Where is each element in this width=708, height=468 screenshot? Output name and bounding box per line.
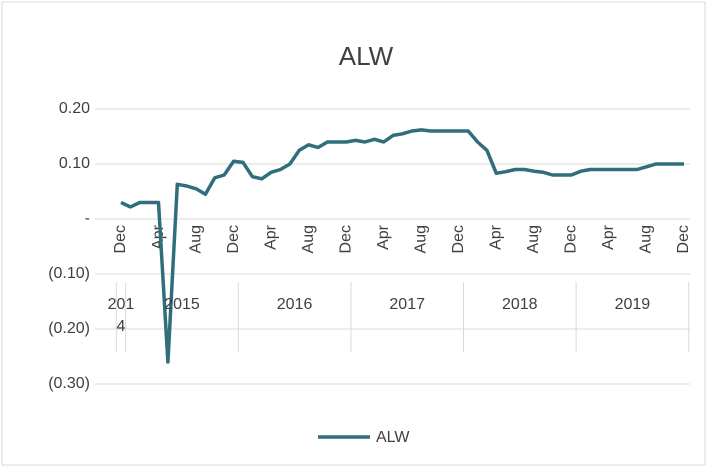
- year-label: 2018: [501, 296, 538, 313]
- legend-label: ALW: [376, 429, 410, 446]
- y-tick-label: -: [85, 210, 90, 227]
- y-tick-label: 0.10: [59, 155, 90, 172]
- x-tick-label: Apr: [262, 224, 279, 250]
- y-tick-label: (0.30): [48, 375, 90, 392]
- x-tick-label: Aug: [412, 225, 429, 253]
- year-label: 2017: [389, 296, 425, 313]
- x-tick-label: Dec: [450, 225, 467, 253]
- x-tick-label: Apr: [375, 224, 392, 250]
- data-line: [120, 128, 684, 364]
- year-label: 2014: [107, 296, 135, 335]
- x-tick-label: Aug: [638, 225, 655, 253]
- year-label: 2015: [164, 296, 200, 313]
- x-tick-label: Dec: [563, 225, 580, 253]
- year-label: 2019: [614, 296, 651, 313]
- x-tick-label: Aug: [300, 225, 317, 253]
- x-tick-label: Aug: [187, 225, 204, 253]
- y-tick-label: (0.10): [48, 265, 90, 282]
- y-tick-label: (0.20): [48, 320, 90, 337]
- year-label: 2016: [276, 296, 313, 313]
- y-tick-label: 0.20: [59, 100, 90, 117]
- x-tick-label: Aug: [525, 225, 542, 253]
- x-tick-label: Apr: [600, 224, 617, 250]
- x-tick-label: Apr: [488, 224, 505, 250]
- x-tick-label: Dec: [112, 225, 129, 253]
- x-tick-label: Dec: [337, 225, 354, 253]
- x-tick-label: Dec: [675, 225, 692, 253]
- x-tick-label: Dec: [225, 225, 242, 253]
- chart-title: ALW: [339, 41, 394, 71]
